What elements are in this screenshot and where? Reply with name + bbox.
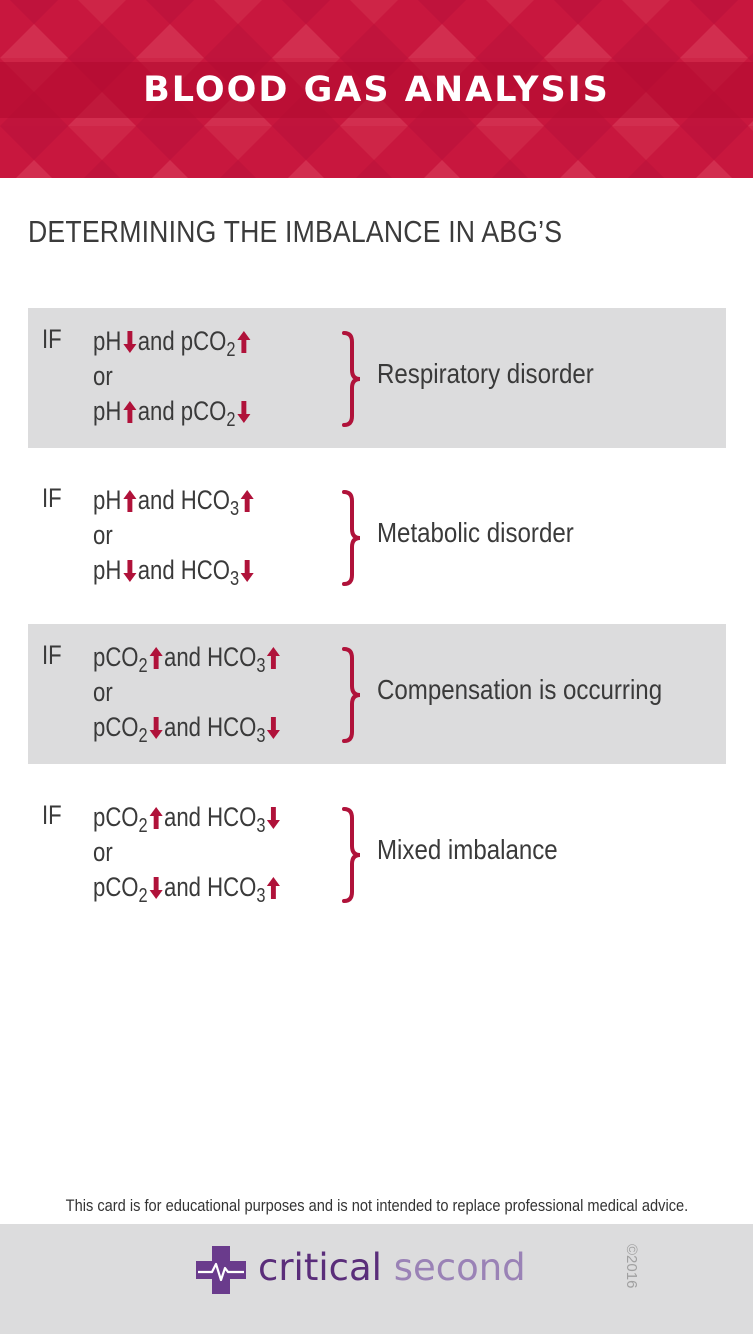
analyte-a-subscript: 2 xyxy=(138,885,148,907)
arrow-up-icon xyxy=(122,490,137,512)
analyte-a: pH xyxy=(93,326,122,356)
or-label: or xyxy=(93,520,113,550)
analyte-a-subscript: 2 xyxy=(138,725,148,747)
analyte-b-subscript: 3 xyxy=(256,815,266,837)
condition-line-1: pCO2 and HCO3 xyxy=(93,800,323,837)
curly-brace-icon xyxy=(342,331,361,427)
connector-text: and HCO xyxy=(137,485,231,515)
analyte-a: pH xyxy=(93,555,122,585)
footer: critical second ©2016 xyxy=(0,1224,753,1334)
analyte-a: pCO xyxy=(93,712,139,742)
result-label: Compensation is occurring xyxy=(377,674,663,705)
analyte-a: pH xyxy=(93,485,122,515)
imbalance-row-compensation: IF pCO2 and HCO3 or pCO2 and HCO3 Compensa… xyxy=(28,624,726,764)
brand-name: critical second xyxy=(258,1246,526,1289)
result-label: Metabolic disorder xyxy=(377,517,574,548)
connector-text: and HCO xyxy=(164,642,257,672)
connector-text: and HCO xyxy=(137,555,231,585)
arrow-down-icon xyxy=(267,717,281,739)
if-label: IF xyxy=(42,640,62,670)
analyte-b-subscript: 3 xyxy=(256,725,266,747)
if-label: IF xyxy=(42,324,62,354)
if-label: IF xyxy=(42,800,62,830)
condition-line-2: pH and HCO3 xyxy=(93,553,291,590)
condition-line-1: pCO2 and HCO3 xyxy=(93,640,323,677)
arrow-up-icon xyxy=(122,401,137,423)
arrow-up-icon xyxy=(237,331,251,353)
arrow-down-icon xyxy=(122,560,137,582)
if-label: IF xyxy=(42,483,62,513)
curly-brace-icon xyxy=(342,647,361,743)
or-label: or xyxy=(93,361,113,391)
header-band xyxy=(0,62,753,118)
or-label: or xyxy=(93,837,113,867)
or-label: or xyxy=(93,677,113,707)
connector-text: and pCO xyxy=(137,396,227,426)
analyte-a: pH xyxy=(93,396,122,426)
page-title: DETERMINING THE IMBALANCE IN ABG’S xyxy=(28,214,563,249)
condition-line-1: pH and pCO2 xyxy=(93,324,287,361)
result-label: Mixed imbalance xyxy=(377,834,558,865)
copyright: ©2016 xyxy=(623,1244,640,1289)
medical-cross-heartbeat-icon xyxy=(196,1246,246,1294)
arrow-down-icon xyxy=(267,807,281,829)
brand-word-1: critical xyxy=(258,1246,382,1289)
analyte-a-subscript: 2 xyxy=(138,655,148,677)
analyte-b-subscript: 3 xyxy=(230,568,240,590)
brand-word-2: second xyxy=(393,1246,526,1289)
condition-line-2: pH and pCO2 xyxy=(93,394,287,431)
analyte-b-subscript: 2 xyxy=(226,409,236,431)
header-title: BLOOD GAS ANALYSIS xyxy=(143,70,610,110)
analyte-b-subscript: 2 xyxy=(226,339,236,361)
analyte-a: pCO xyxy=(93,872,139,902)
connector-text: and pCO xyxy=(137,326,227,356)
arrow-up-icon xyxy=(149,647,163,669)
condition-line-2: pCO2 and HCO3 xyxy=(93,710,323,747)
analyte-a: pCO xyxy=(93,642,139,672)
arrow-down-icon xyxy=(240,560,254,582)
connector-text: and HCO xyxy=(164,872,257,902)
imbalance-row-metabolic: IF pH and HCO3 or pH and HCO3 Metabolic di… xyxy=(28,467,726,607)
analyte-b-subscript: 3 xyxy=(256,885,266,907)
analyte-a-subscript: 2 xyxy=(138,815,148,837)
arrow-down-icon xyxy=(122,331,137,353)
header-banner: BLOOD GAS ANALYSIS xyxy=(0,0,753,178)
curly-brace-icon xyxy=(342,490,361,586)
result-label: Respiratory disorder xyxy=(377,358,594,389)
condition-line-1: pH and HCO3 xyxy=(93,483,291,520)
analyte-a: pCO xyxy=(93,802,139,832)
connector-text: and HCO xyxy=(164,712,257,742)
arrow-down-icon xyxy=(149,877,163,899)
imbalance-row-mixed: IF pCO2 and HCO3 or pCO2 and HCO3 Mixed im… xyxy=(28,784,726,924)
analyte-b-subscript: 3 xyxy=(230,498,240,520)
arrow-up-icon xyxy=(267,647,281,669)
arrow-up-icon xyxy=(149,807,163,829)
imbalance-row-respiratory: IF pH and pCO2 or pH and pCO2 Respiratory … xyxy=(28,308,726,448)
curly-brace-icon xyxy=(342,807,361,903)
connector-text: and HCO xyxy=(164,802,257,832)
arrow-up-icon xyxy=(267,877,281,899)
condition-line-2: pCO2 and HCO3 xyxy=(93,870,323,907)
disclaimer: This card is for educational purposes an… xyxy=(65,1196,688,1215)
analyte-b-subscript: 3 xyxy=(256,655,266,677)
arrow-down-icon xyxy=(237,401,251,423)
arrow-down-icon xyxy=(149,717,163,739)
arrow-up-icon xyxy=(240,490,254,512)
